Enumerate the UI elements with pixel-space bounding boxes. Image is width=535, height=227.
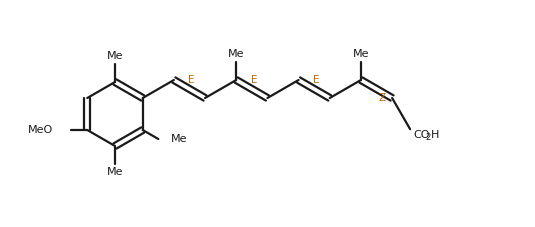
Text: E: E [313,75,319,85]
Text: Me: Me [171,134,188,144]
Text: Me: Me [228,49,244,59]
Text: Z: Z [379,93,386,103]
Text: E: E [188,75,195,85]
Text: H: H [431,130,440,140]
Text: Me: Me [353,49,369,59]
Text: Me: Me [107,51,123,61]
Text: 2: 2 [425,133,430,142]
Text: Me: Me [107,167,123,177]
Text: CO: CO [413,130,430,140]
Text: E: E [250,75,257,85]
Text: MeO: MeO [28,125,54,135]
